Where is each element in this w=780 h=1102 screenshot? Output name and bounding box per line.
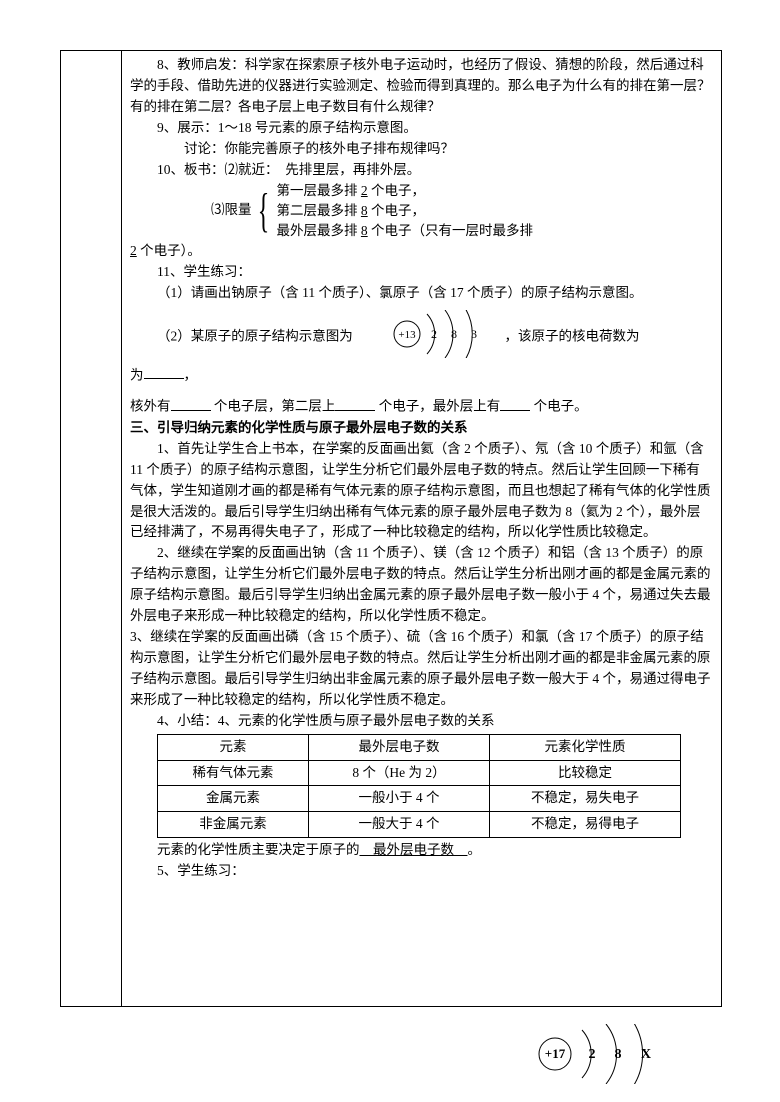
sec3-p3: 3、继续在学案的反面画出磷（含 15 个质子）、硫（含 16 个质子）和氯（含 …: [130, 627, 713, 711]
svg-text:+17: +17: [545, 1046, 566, 1061]
sec3-p1: 1、首先让学生合上书本，在学案的反面画出氦（含 2 个质子）、氖（含 10 个质…: [130, 439, 713, 544]
th-element: 元素: [158, 734, 309, 760]
content-column: 8、教师启发：科学家在探索原子核外电子运动时，也经历了假设、猜想的阶段，然后通过…: [122, 51, 721, 1006]
table-row: 稀有气体元素 8 个（He 为 2） 比较稳定: [158, 760, 681, 786]
svg-text:3: 3: [471, 327, 477, 341]
table-row: 元素 最外层电子数 元素化学性质: [158, 734, 681, 760]
main-frame: 8、教师启发：科学家在探索原子核外电子运动时，也经历了假设、猜想的阶段，然后通过…: [60, 50, 722, 1007]
atom-diagram-17: +17 2 8 X: [530, 1024, 690, 1092]
brace-line-1: 第一层最多排 2 个电子，: [277, 181, 534, 201]
table-row: 金属元素 一般小于 4 个 不稳定，易失电子: [158, 786, 681, 812]
brace-line-3: 最外层最多排 8 个电子（只有一层时最多排: [277, 221, 534, 241]
atom-diagram-13: +13 2 8 3: [360, 310, 497, 365]
para-11: 11、学生练习：: [130, 262, 713, 283]
para-11-3: 核外有 个电子层，第二层上 个电子，最外层上有 个电子。: [130, 396, 713, 417]
svg-text:2: 2: [589, 1047, 596, 1062]
left-column: [61, 51, 122, 1006]
para-9a: 9、展示：1～18 号元素的原子结构示意图。: [130, 118, 713, 139]
para-8: 8、教师启发：科学家在探索原子核外电子运动时，也经历了假设、猜想的阶段，然后通过…: [130, 55, 713, 118]
svg-text:8: 8: [615, 1047, 622, 1062]
para-11-2: （2）某原子的原子结构示意图为 +13 2 8 3 ，该原子的核电荷数为: [130, 310, 713, 365]
summary-table: 元素 最外层电子数 元素化学性质 稀有气体元素 8 个（He 为 2） 比较稳定…: [157, 734, 681, 839]
para-10a: 10、板书：⑵就近： 先排里层，再排外层。: [130, 160, 713, 181]
para-11-2-tail: 为，: [130, 365, 713, 386]
atom1-nucleus: +13: [399, 329, 417, 341]
brace-block: ⑶限量 { 第一层最多排 2 个电子， 第二层最多排 8 个电子， 最外层最多排…: [211, 181, 713, 242]
th-outer: 最外层电子数: [309, 734, 490, 760]
svg-text:8: 8: [451, 327, 457, 341]
blank-4[interactable]: [500, 396, 530, 411]
sec3-p2: 2、继续在学案的反面画出钠（含 11 个质子）、镁（含 12 个质子）和铝（含 …: [130, 543, 713, 627]
sec3-conclusion: 元素的化学性质主要决定于原子的 最外层电子数 。: [130, 840, 713, 861]
blank-3[interactable]: [335, 396, 375, 411]
svg-text:2: 2: [431, 327, 437, 341]
blank-1[interactable]: [144, 365, 184, 380]
brace-line-2: 第二层最多排 8 个电子，: [277, 201, 534, 221]
para-11-1: （1）请画出钠原子（含 11 个质子）、氯原子（含 17 个质子）的原子结构示意…: [130, 283, 713, 304]
para-10c: 2 个电子）。: [130, 241, 713, 262]
brace-label: ⑶限量: [211, 200, 252, 221]
para-9b: 讨论：你能完善原子的核外电子排布规律吗？: [130, 139, 713, 160]
sec3-p4: 4、小结：4、元素的化学性质与原子最外层电子数的关系: [130, 711, 713, 732]
brace-lines: 第一层最多排 2 个电子， 第二层最多排 8 个电子， 最外层最多排 8 个电子…: [277, 181, 534, 242]
heading-3: 三、引导归纳元素的化学性质与原子最外层电子数的关系: [130, 418, 713, 439]
curly-brace-icon: {: [257, 187, 269, 235]
th-property: 元素化学性质: [490, 734, 681, 760]
page: 8、教师启发：科学家在探索原子核外电子运动时，也经历了假设、猜想的阶段，然后通过…: [0, 0, 780, 1102]
blank-2[interactable]: [171, 396, 211, 411]
sec3-p5: 5、学生练习：: [130, 861, 713, 882]
svg-text:X: X: [641, 1047, 651, 1062]
table-row: 非金属元素 一般大于 4 个 不稳定，易得电子: [158, 812, 681, 838]
